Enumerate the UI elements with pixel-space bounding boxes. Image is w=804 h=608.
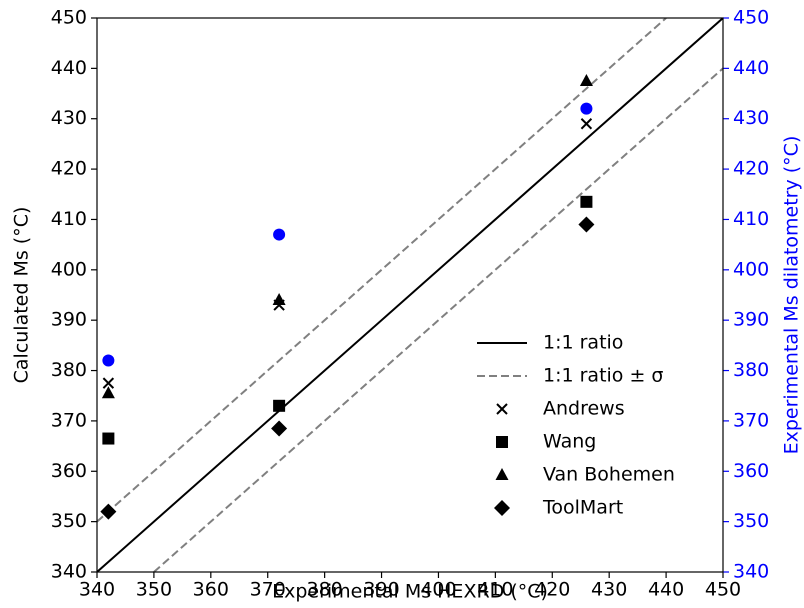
y-tick-label: 390	[51, 309, 87, 331]
plot-frame	[96, 17, 724, 573]
y2-tick-label: 340	[733, 561, 769, 583]
y-tick-label: 400	[51, 258, 87, 280]
y-tick-label: 340	[51, 561, 87, 583]
point	[101, 386, 115, 399]
point	[271, 420, 288, 437]
point	[102, 354, 115, 367]
legend-swatch	[496, 403, 508, 415]
y2-tick-label: 370	[733, 409, 769, 431]
y2-tick-label: 360	[733, 460, 769, 482]
point	[273, 399, 286, 412]
y2-tick-label: 440	[733, 57, 769, 79]
y2-tick-label: 430	[733, 107, 769, 129]
legend-label: Andrews	[543, 398, 625, 420]
ratio-line	[97, 18, 667, 523]
point	[102, 432, 115, 445]
point	[580, 102, 593, 115]
x-axis-label: Experimental Ms HEXRD (°C)	[272, 581, 548, 603]
point	[579, 73, 593, 86]
y-tick-label: 420	[51, 158, 87, 180]
legend-swatch	[494, 500, 510, 516]
x-tick-label: 440	[648, 579, 684, 601]
y2-tick-label: 380	[733, 359, 769, 381]
y-tick-label: 410	[51, 208, 87, 230]
y-tick-label: 350	[51, 510, 87, 532]
point	[273, 228, 286, 241]
legend-swatch	[495, 468, 509, 480]
y2-tick-label: 420	[733, 158, 769, 180]
legend-swatch	[496, 436, 508, 448]
y-tick-label: 440	[51, 57, 87, 79]
y-tick-label: 430	[51, 107, 87, 129]
point	[578, 216, 595, 233]
legend-label: 1:1 ratio ± σ	[543, 365, 663, 387]
x-tick-label: 370	[250, 579, 286, 601]
x-tick-label: 380	[307, 579, 343, 601]
x-tick-label: 360	[193, 579, 229, 601]
y-tick-label: 450	[51, 7, 87, 29]
y2-tick-label: 450	[733, 7, 769, 29]
x-tick-label: 340	[79, 579, 115, 601]
x-tick-label: 400	[420, 579, 456, 601]
ratio-line	[97, 18, 723, 572]
x-tick-label: 350	[136, 579, 172, 601]
y-axis-label: Calculated Ms (°C)	[11, 207, 33, 384]
legend-label: Van Bohemen	[543, 464, 675, 486]
y-tick-label: 380	[51, 359, 87, 381]
point	[272, 293, 286, 306]
x-tick-label: 430	[591, 579, 627, 601]
y2-tick-label: 350	[733, 510, 769, 532]
y2-axis-label: Experimental Ms dilatometry (°C)	[781, 136, 803, 455]
x-tick-label: 390	[363, 579, 399, 601]
y2-tick-label: 400	[733, 258, 769, 280]
legend-label: 1:1 ratio	[543, 332, 623, 354]
y2-tick-label: 410	[733, 208, 769, 230]
point	[102, 377, 115, 389]
x-tick-label: 410	[477, 579, 513, 601]
legend-label: ToolMart	[542, 497, 623, 519]
x-tick-label: 450	[705, 579, 741, 601]
y2-tick-label: 390	[733, 309, 769, 331]
y-tick-label: 360	[51, 460, 87, 482]
legend-label: Wang	[543, 431, 596, 453]
point	[580, 195, 593, 208]
ratio-line	[153, 67, 723, 572]
x-tick-label: 420	[534, 579, 570, 601]
point	[580, 118, 593, 130]
point	[100, 503, 117, 520]
y-tick-label: 370	[51, 409, 87, 431]
